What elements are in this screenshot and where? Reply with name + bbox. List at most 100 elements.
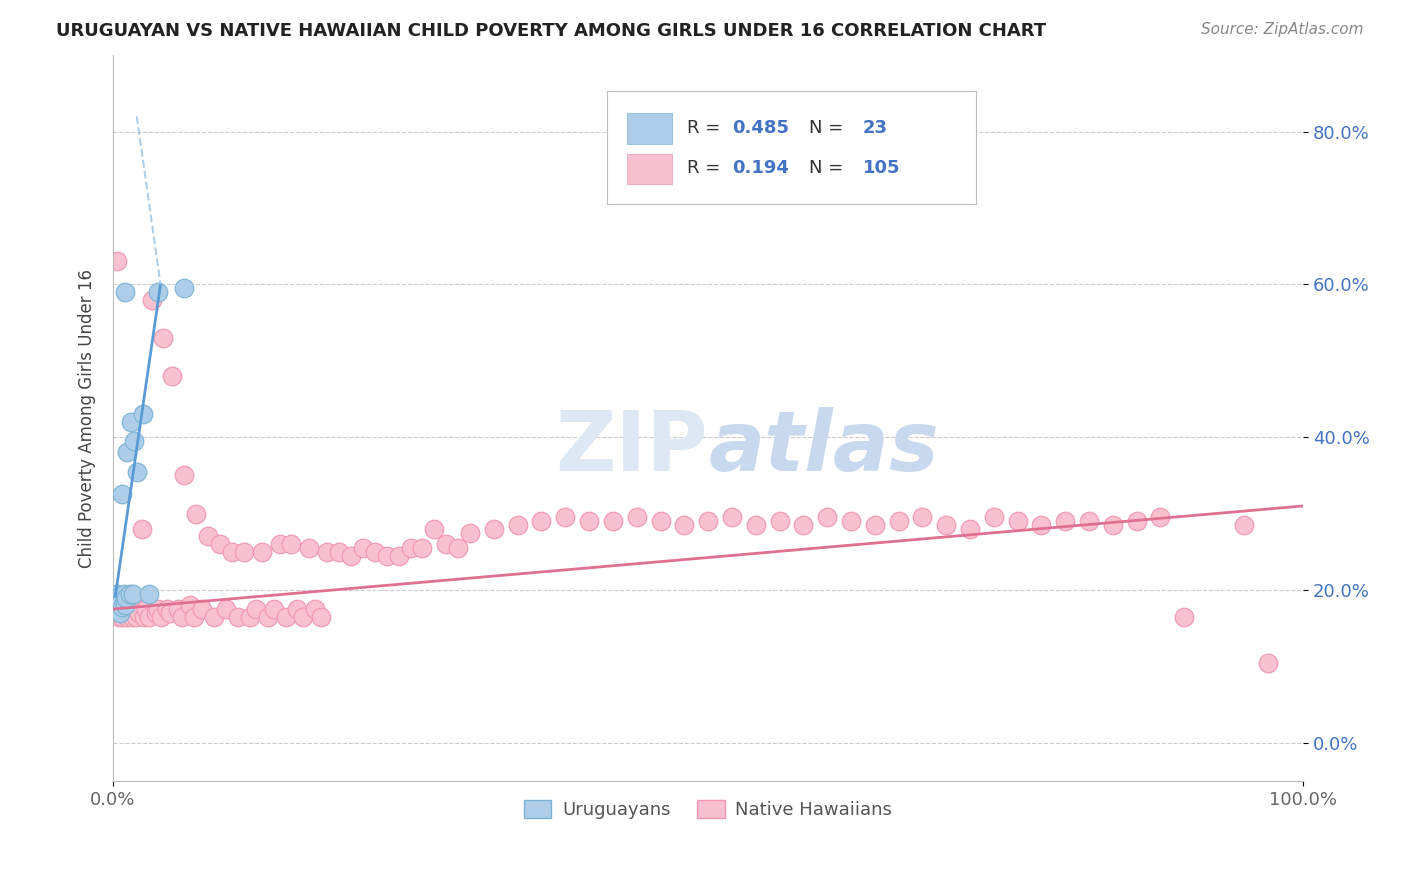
Text: 23: 23 (863, 119, 887, 136)
Point (121, 609, 143, 624)
Point (935, 518, 957, 533)
Point (179, 599, 201, 613)
Point (245, 602, 267, 616)
Point (263, 602, 285, 616)
Point (316, 545, 339, 559)
Bar (627, 153, 672, 185)
Point (111, 487, 134, 501)
Point (274, 609, 297, 624)
Point (135, 602, 157, 616)
Point (280, 537, 302, 551)
Point (256, 609, 278, 624)
Point (269, 537, 291, 551)
Point (124, 434, 146, 448)
Point (118, 587, 141, 601)
Point (146, 285, 169, 299)
Text: R =: R = (686, 119, 725, 136)
Point (304, 602, 326, 616)
Point (152, 331, 174, 345)
Point (120, 606, 142, 620)
Point (183, 609, 205, 624)
Text: R =: R = (686, 160, 725, 178)
Text: Source: ZipAtlas.com: Source: ZipAtlas.com (1201, 22, 1364, 37)
Point (1031, 518, 1053, 533)
Point (839, 514, 862, 528)
Point (118, 599, 141, 613)
Point (162, 369, 184, 384)
Point (1102, 518, 1125, 533)
Point (578, 514, 600, 528)
Point (887, 514, 910, 528)
Point (239, 609, 262, 624)
Point (186, 507, 208, 521)
Point (108, 602, 131, 616)
Point (114, 594, 136, 608)
Point (298, 541, 321, 555)
Point (155, 602, 177, 616)
Point (122, 587, 145, 601)
Point (125, 599, 148, 613)
Y-axis label: Child Poverty Among Girls Under 16: Child Poverty Among Girls Under 16 (79, 268, 96, 567)
Point (124, 609, 146, 624)
Point (250, 545, 273, 559)
Point (1125, 514, 1147, 528)
Point (122, 602, 145, 616)
Point (375, 549, 398, 563)
Point (1173, 609, 1195, 624)
Point (108, 609, 131, 624)
Point (107, 599, 129, 613)
Point (124, 606, 146, 620)
Point (114, 599, 136, 613)
Text: 0.485: 0.485 (733, 119, 789, 136)
Text: 105: 105 (863, 160, 900, 178)
Point (602, 514, 624, 528)
Point (292, 609, 315, 624)
Point (115, 445, 138, 459)
Point (112, 587, 135, 601)
Point (1257, 656, 1279, 670)
Point (114, 285, 136, 299)
Point (141, 293, 163, 307)
Point (554, 510, 576, 524)
Point (232, 545, 254, 559)
Point (328, 545, 350, 559)
Point (104, 602, 127, 616)
Point (911, 510, 934, 524)
Bar (627, 113, 672, 144)
Point (105, 591, 128, 605)
Point (120, 415, 142, 429)
Point (482, 522, 505, 536)
Text: ZIP: ZIP (555, 407, 709, 488)
Text: URUGUAYAN VS NATIVE HAWAIIAN CHILD POVERTY AMONG GIRLS UNDER 16 CORRELATION CHAR: URUGUAYAN VS NATIVE HAWAIIAN CHILD POVER… (56, 22, 1046, 40)
Text: N =: N = (810, 119, 849, 136)
Point (209, 537, 232, 551)
Point (434, 537, 457, 551)
Point (1233, 518, 1256, 533)
Point (115, 606, 138, 620)
Point (447, 541, 470, 555)
Point (221, 545, 243, 559)
Point (191, 602, 214, 616)
Point (983, 510, 1005, 524)
FancyBboxPatch shape (607, 92, 976, 204)
Point (287, 602, 309, 616)
Point (108, 602, 131, 616)
Point (111, 599, 134, 614)
Point (110, 606, 132, 620)
Point (112, 599, 135, 613)
Point (1007, 514, 1029, 528)
Text: N =: N = (810, 160, 849, 178)
Point (863, 518, 886, 533)
Text: atlas: atlas (709, 407, 939, 488)
Point (1054, 514, 1077, 528)
Point (145, 606, 167, 620)
Point (105, 254, 128, 268)
Point (506, 518, 529, 533)
Point (1078, 514, 1101, 528)
Point (364, 545, 387, 559)
Point (197, 529, 219, 543)
Point (673, 518, 696, 533)
Point (115, 609, 138, 624)
Point (399, 541, 422, 555)
Point (105, 587, 128, 601)
